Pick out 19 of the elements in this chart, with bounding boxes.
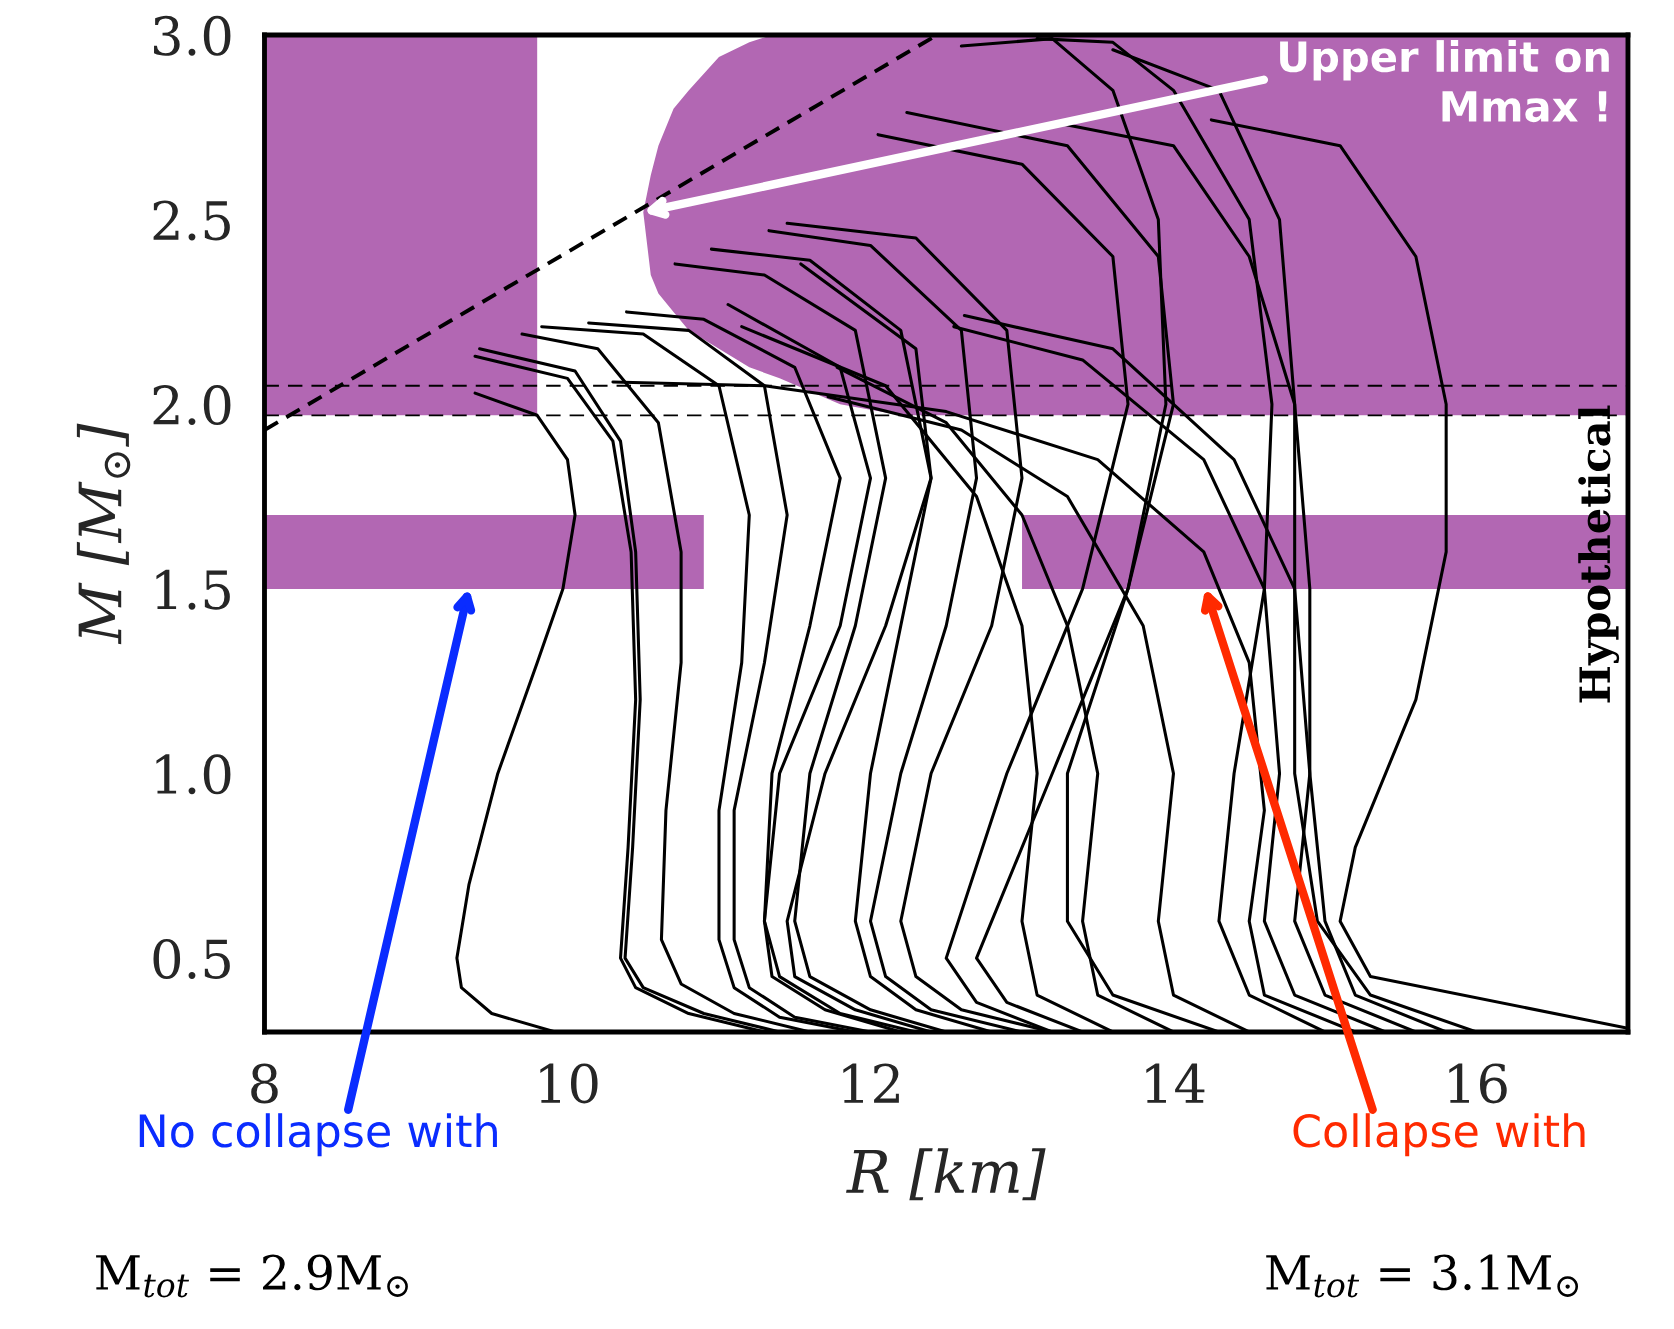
text: M$_{tot}$ = 3.1M$_{⊙}$	[1266, 1254, 1579, 1298]
y-tick-label: 2.5	[153, 200, 230, 241]
x-tick-label: 12	[843, 1063, 899, 1103]
annotation: Upper limit on Mmax !	[1280, 40, 1609, 123]
y-tick-label: 3.0	[154, 15, 231, 56]
y-tick-label: 2.0	[153, 385, 231, 426]
x-tick-label: 14	[1146, 1063, 1205, 1103]
x-tick-label: 10	[540, 1063, 598, 1104]
text: No collapse with	[139, 1113, 497, 1157]
y-axis-title: M [M$_{⊙}$]	[76, 423, 131, 645]
y-tick-label: 0.5	[153, 939, 230, 979]
x-tick-label: 16	[1449, 1063, 1507, 1104]
x-tick-label: 8	[251, 1063, 278, 1104]
text: Collapse with	[1293, 1113, 1585, 1157]
x-axis-title: R [km]	[846, 1148, 1046, 1201]
text: M$_{tot}$ = 2.9M$_{⊙}$	[96, 1254, 408, 1298]
y-tick-label: 1.5	[156, 569, 230, 610]
annotation: Hypothetical	[1578, 405, 1620, 703]
y-tick-label: 1.0	[156, 754, 231, 795]
